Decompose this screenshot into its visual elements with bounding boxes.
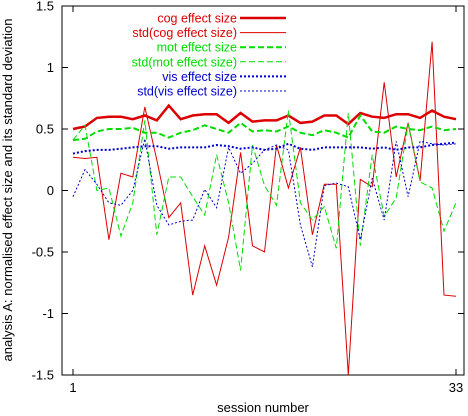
series-line-vis-effect-size bbox=[72, 141, 457, 155]
y-tick-label: 1.5 bbox=[36, 0, 54, 14]
series-line-cog-effect-size bbox=[72, 103, 457, 131]
series-line-std-mot-effect-size bbox=[72, 110, 457, 271]
series-lines bbox=[72, 41, 457, 376]
legend-label: vis effect size bbox=[162, 70, 237, 84]
y-tick-label: 0 bbox=[47, 183, 54, 198]
x-axis-label: session number bbox=[217, 400, 309, 415]
legend-label: std(mot effect size) bbox=[132, 55, 237, 69]
legend-label: std(vis effect size) bbox=[137, 85, 237, 99]
series-line-mot-effect-size bbox=[72, 113, 457, 142]
y-axis-label: analysis A: normalised effect size and i… bbox=[0, 18, 15, 361]
y-tick-label: -1 bbox=[42, 306, 54, 321]
legend-label: cog effect size bbox=[157, 12, 237, 26]
x-axis-ticks: 1 33 bbox=[69, 6, 463, 395]
x-tick-label: 33 bbox=[449, 380, 463, 395]
series-line-std-cog-effect-size bbox=[72, 41, 457, 376]
y-tick-label: 0.5 bbox=[36, 122, 54, 137]
legend-label: mot effect size bbox=[157, 41, 237, 55]
y-tick-label: -1.5 bbox=[32, 368, 54, 383]
y-tick-label: -0.5 bbox=[32, 245, 54, 260]
y-axis-ticks: -1.5 -1 -0.5 0 0.5 1 1.5 bbox=[32, 0, 464, 383]
series-line-std-vis-effect-size bbox=[72, 138, 457, 267]
x-tick-label: 1 bbox=[69, 380, 76, 395]
legend-label: std(cog effect size) bbox=[132, 26, 237, 40]
y-tick-label: 1 bbox=[47, 60, 54, 75]
